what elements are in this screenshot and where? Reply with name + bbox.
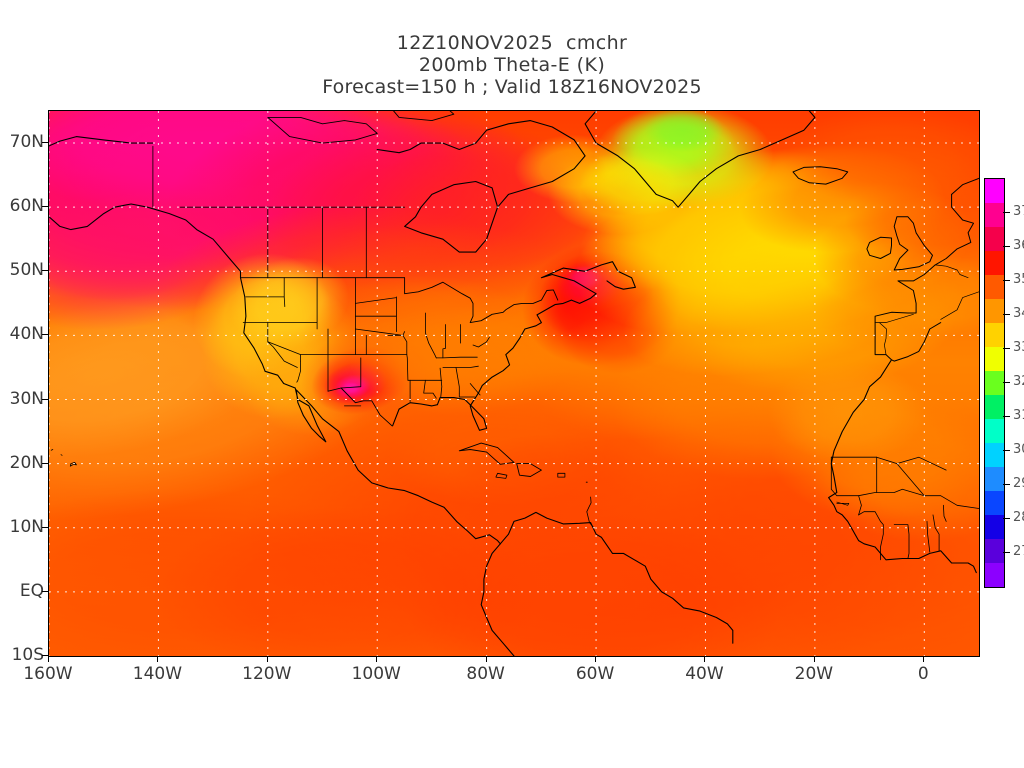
colorbar-tick [1003, 484, 1010, 485]
colorbar-label-354: 354 [1013, 272, 1024, 287]
x-axis-label-0: 0 [917, 664, 929, 684]
colorbar-band [985, 227, 1004, 251]
colorbar-band [985, 323, 1004, 347]
x-axis-tick [266, 656, 268, 662]
y-axis-tick [42, 462, 48, 464]
y-axis-tick [42, 206, 48, 208]
colorbar-tick [1003, 212, 1010, 213]
colorbar-label-327: 327 [1013, 374, 1024, 389]
colorbar-label-297: 297 [1013, 476, 1024, 491]
x-axis-tick [157, 656, 159, 662]
y-axis-label-20N: 20N [9, 452, 44, 473]
y-axis-label-30N: 30N [9, 388, 44, 409]
colorbar-label-315: 315 [1013, 408, 1024, 423]
colorbar-band [985, 299, 1004, 323]
colorbar-label-276: 276 [1013, 544, 1024, 559]
colorbar-label-288: 288 [1013, 510, 1024, 525]
x-axis-label-80W: 80W [466, 664, 505, 684]
x-axis-label-140W: 140W [132, 664, 183, 684]
colorbar[interactable] [984, 178, 1005, 588]
y-axis-label-60N: 60N [9, 196, 44, 217]
colorbar-band [985, 251, 1004, 275]
title-line-variable: 200mb Theta-E (K) [418, 54, 606, 76]
colorbar-tick [1003, 518, 1010, 519]
x-axis-label-40W: 40W [685, 664, 724, 684]
x-axis-tick [376, 656, 378, 662]
chart-title-block: 12Z10NOV2025 cmchr 200mb Theta-E (K) For… [0, 32, 1024, 98]
x-axis-label-20W: 20W [794, 664, 834, 684]
y-axis-label-50N: 50N [9, 260, 44, 281]
colorbar-band [985, 491, 1004, 515]
x-axis-tick [595, 656, 597, 662]
colorbar-label-375: 375 [1013, 204, 1024, 219]
y-axis-tick [42, 398, 48, 400]
colorbar-band [985, 419, 1004, 443]
y-axis-label-40N: 40N [9, 324, 44, 345]
colorbar-band [985, 467, 1004, 491]
y-axis-label-70N: 70N [9, 132, 44, 153]
colorbar-tick [1003, 382, 1010, 383]
x-axis-label-60W: 60W [575, 664, 615, 684]
x-axis-tick [704, 656, 706, 662]
colorbar-label-336: 336 [1013, 340, 1024, 355]
colorbar-band [985, 515, 1004, 539]
y-axis-label-EQ: EQ [19, 580, 44, 601]
colorbar-tick [1003, 416, 1010, 417]
colorbar-label-366: 366 [1013, 238, 1024, 253]
thetae-shaded-field [49, 111, 979, 656]
colorbar-tick [1003, 246, 1010, 247]
y-axis-tick [42, 142, 48, 144]
x-axis-tick [923, 656, 925, 662]
y-axis-label-10S: 10S [11, 645, 44, 665]
colorbar-band [985, 563, 1004, 587]
y-axis-label-10N: 10N [9, 516, 44, 537]
y-axis-tick [42, 590, 48, 592]
title-line-forecast-valid: Forecast=150 h ; Valid 18Z16NOV2025 [322, 76, 702, 98]
colorbar-band [985, 539, 1004, 563]
x-axis-tick [48, 656, 49, 662]
colorbar-band [985, 203, 1004, 227]
x-axis-label-100W: 100W [351, 664, 401, 684]
colorbar-band [985, 443, 1004, 467]
colorbar-band [985, 347, 1004, 371]
colorbar-tick [1003, 348, 1010, 349]
colorbar-tick [1003, 314, 1010, 315]
colorbar-band [985, 179, 1004, 203]
y-axis-tick [42, 655, 48, 656]
x-axis-tick [485, 656, 487, 662]
colorbar-band [985, 275, 1004, 299]
colorbar-label-345: 345 [1013, 306, 1024, 321]
colorbar-band [985, 395, 1004, 419]
x-axis-label-120W: 120W [242, 664, 292, 684]
y-axis-tick [42, 526, 48, 528]
colorbar-tick [1003, 450, 1010, 451]
x-axis-label-160W: 160W [23, 664, 73, 684]
colorbar-tick [1003, 280, 1010, 281]
map-plot-area[interactable] [48, 110, 980, 657]
title-line-model-run: 12Z10NOV2025 cmchr [396, 32, 628, 54]
x-axis-tick [813, 656, 815, 662]
y-axis-tick [42, 270, 48, 272]
colorbar-label-306: 306 [1013, 442, 1024, 457]
y-axis-tick [42, 334, 48, 336]
colorbar-band [985, 371, 1004, 395]
colorbar-tick [1003, 552, 1010, 553]
